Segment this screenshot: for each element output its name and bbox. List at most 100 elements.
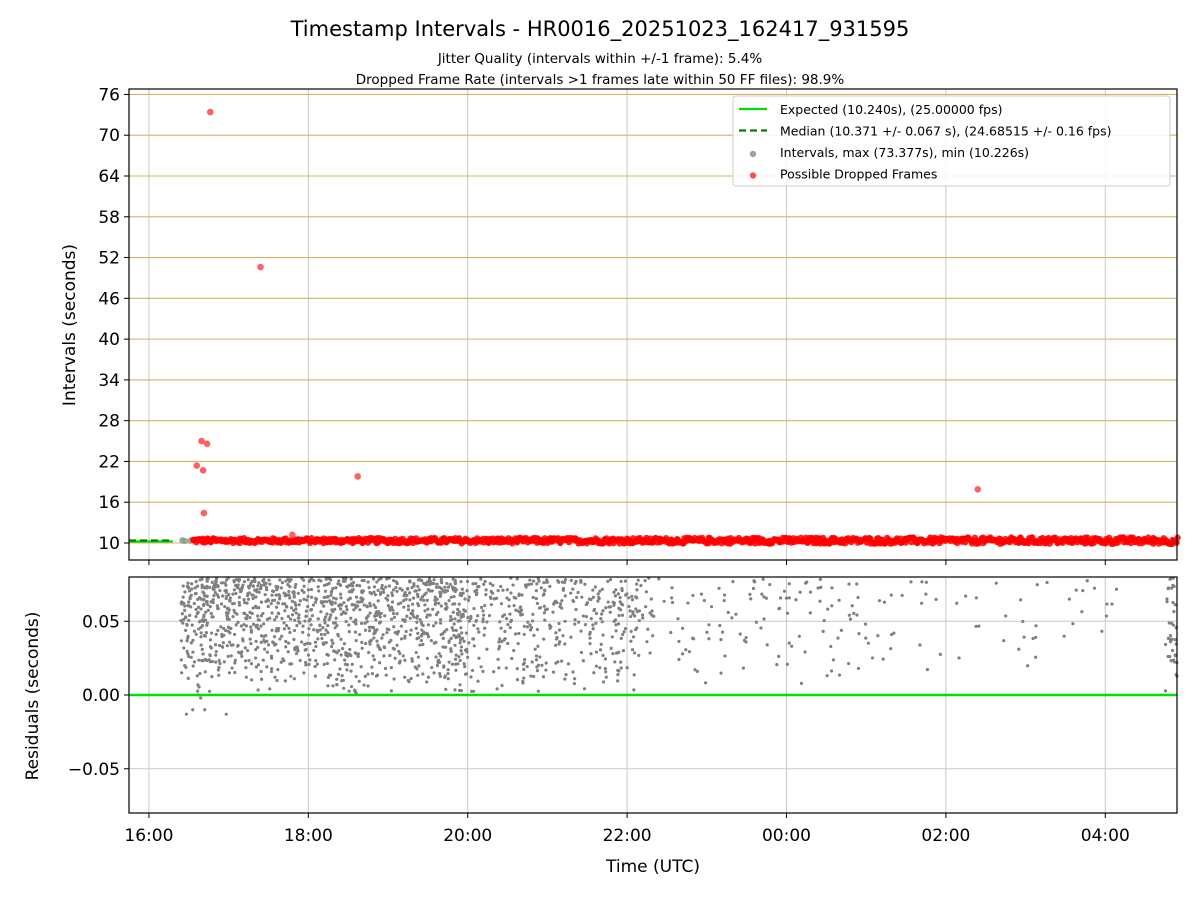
residual-point [250,593,254,597]
residual-point [185,623,189,627]
residual-point [876,634,880,638]
residual-point [614,588,618,592]
residual-point [344,619,348,624]
residual-point [201,652,205,656]
residual-point [205,594,209,598]
intervals-y-tick-label: 64 [98,167,120,187]
residual-point [256,614,260,618]
residual-point [503,637,507,641]
residual-point [322,583,327,587]
residual-point [275,615,279,619]
residual-point [803,650,807,654]
residual-point [373,629,377,633]
residual-point [476,627,480,631]
residual-point [569,578,573,583]
residual-point [491,583,495,587]
residual-point [529,674,533,678]
residual-point [239,651,243,656]
residual-point [406,678,410,683]
residual-point [258,587,262,591]
residual-point [431,607,435,611]
residual-point [566,662,571,666]
residual-point [498,637,502,641]
residual-point [319,610,323,614]
residual-point [359,590,364,594]
residual-point [320,636,324,641]
residual-point [362,683,366,687]
residual-point [957,656,961,660]
residual-point [582,687,587,691]
residual-point [262,635,266,639]
residual-point [603,657,608,661]
residual-point [749,597,753,601]
residual-point [1035,583,1039,587]
residual-point [443,675,447,679]
residual-point [829,669,834,673]
residual-point [392,615,397,619]
residual-point [354,595,359,599]
residual-point [637,609,642,613]
residual-point [418,643,422,647]
residual-point [798,590,802,594]
residual-point [208,605,212,609]
residual-point [276,601,281,605]
residual-point [273,618,277,622]
chart-title: Timestamp Intervals - HR0016_20251023_16… [290,17,910,42]
residual-point [352,620,356,624]
residual-point [229,626,233,631]
residual-point [434,597,438,601]
residual-point [762,595,766,599]
residual-point [322,600,326,604]
residual-point [437,652,441,656]
residual-point [481,609,485,613]
residual-point [617,669,621,673]
residual-point [492,670,496,674]
residual-point [336,634,340,638]
residual-point [259,669,263,674]
residual-point [616,672,620,677]
residual-point [475,588,479,592]
residual-point [542,592,546,596]
residual-point [292,590,296,594]
residual-point [613,594,618,598]
residual-point [974,596,978,600]
residual-point [643,578,647,583]
residual-point [221,594,225,598]
residual-point [209,600,213,604]
residual-point [202,615,206,619]
residual-point [591,595,595,599]
residual-point [889,647,893,651]
residual-point [306,605,310,609]
residual-point [422,598,426,603]
residual-point [428,589,432,593]
residual-point [518,606,522,610]
residual-point [630,648,635,652]
residual-point [1173,638,1177,642]
residual-point [392,625,396,629]
residual-point [385,577,389,581]
residual-point [302,584,306,588]
residual-point [193,586,197,590]
residual-point [452,594,456,599]
residual-point [528,578,532,582]
residual-point [466,655,470,659]
residual-point [924,592,928,596]
residual-point [726,610,730,615]
residual-point [459,626,463,630]
residual-point [434,601,438,605]
residual-point [439,577,443,582]
residual-point [379,590,383,595]
residual-point [236,583,240,587]
residual-point [579,650,584,655]
residual-point [649,597,653,601]
residual-point [230,666,234,670]
residual-point [384,585,388,589]
residual-point [676,617,680,621]
residual-point [309,595,314,599]
residual-point [569,591,573,595]
residual-point [499,602,504,606]
residual-point [447,660,451,664]
residual-point [186,634,190,638]
residual-point [1071,622,1075,626]
